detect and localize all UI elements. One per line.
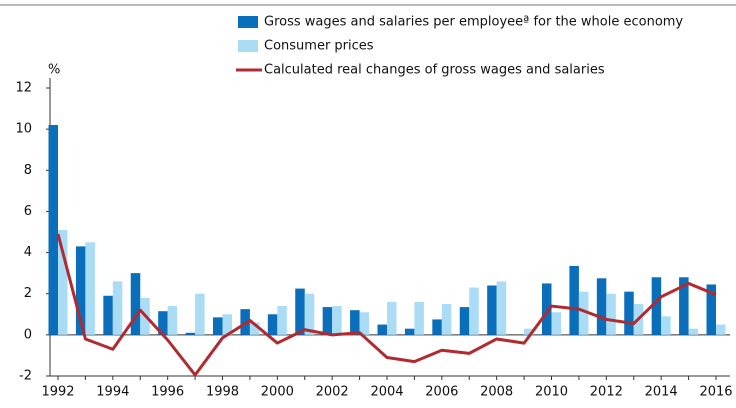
bar [222, 314, 232, 335]
bar [359, 312, 370, 335]
bar [606, 293, 616, 335]
y-tick-label: 10 [15, 122, 32, 137]
y-tick-label: 4 [24, 245, 32, 260]
bar [706, 284, 716, 335]
y-tick-label: -2 [19, 369, 32, 384]
bar [304, 293, 315, 335]
bar [332, 306, 342, 335]
bar [350, 310, 360, 335]
x-tick-label: 1994 [96, 385, 129, 400]
bar [158, 311, 168, 335]
y-tick-label: 6 [24, 204, 32, 219]
line [56, 233, 717, 377]
bar [295, 288, 305, 335]
bar [496, 281, 507, 335]
bar [441, 304, 452, 335]
bar [48, 125, 58, 335]
bar [651, 277, 662, 335]
bar [103, 295, 113, 335]
bar [542, 283, 552, 335]
x-tick-label: 2010 [535, 385, 568, 400]
bar [322, 307, 333, 335]
x-tick-label: 2008 [480, 385, 513, 400]
bar [624, 291, 634, 335]
bar [596, 278, 607, 335]
bar [414, 301, 424, 335]
bar [249, 322, 260, 335]
y-axis-label: % [48, 63, 60, 78]
x-tick-label: 2016 [699, 385, 732, 400]
bar [661, 316, 671, 335]
legend-label: Gross wages and salaries per employeeª f… [264, 15, 683, 30]
legend-label: Calculated real changes of gross wages a… [264, 63, 605, 78]
bar [487, 285, 497, 335]
y-tick-label: 12 [15, 81, 32, 96]
legend-label: Consumer prices [264, 39, 374, 54]
bar [387, 301, 397, 335]
x-tick-label: 2002 [316, 385, 349, 400]
legend-swatch [238, 40, 258, 52]
bar [524, 328, 534, 335]
bar [112, 281, 123, 335]
x-tick-label: 2014 [645, 385, 678, 400]
bar [213, 317, 223, 335]
x-tick-label: 2006 [425, 385, 458, 400]
y-tick-label: 8 [24, 163, 32, 178]
y-tick-label: 2 [24, 286, 32, 301]
bar [277, 306, 287, 335]
bar [679, 277, 689, 335]
x-tick-label: 1992 [41, 385, 74, 400]
x-tick-label: 1998 [206, 385, 239, 400]
bar [58, 229, 68, 335]
y-tick-label: 0 [24, 327, 32, 342]
x-tick-label: 2012 [590, 385, 623, 400]
bar [377, 324, 387, 335]
bar [404, 328, 415, 335]
bar [569, 265, 579, 335]
bar [85, 242, 95, 335]
bar [167, 306, 178, 335]
bar [75, 246, 86, 335]
bar [432, 319, 442, 335]
bar [551, 312, 561, 335]
bar [185, 332, 196, 335]
x-tick-label: 2000 [261, 385, 294, 400]
x-tick-label: 2004 [370, 385, 403, 400]
bar [716, 324, 726, 335]
legend-swatch [238, 16, 258, 28]
bar [688, 328, 699, 335]
bar [267, 314, 278, 335]
bar [130, 273, 141, 335]
bar [469, 287, 479, 335]
bar [459, 307, 470, 335]
bar [195, 293, 205, 335]
bar [578, 291, 589, 335]
x-tick-label: 1996 [151, 385, 184, 400]
